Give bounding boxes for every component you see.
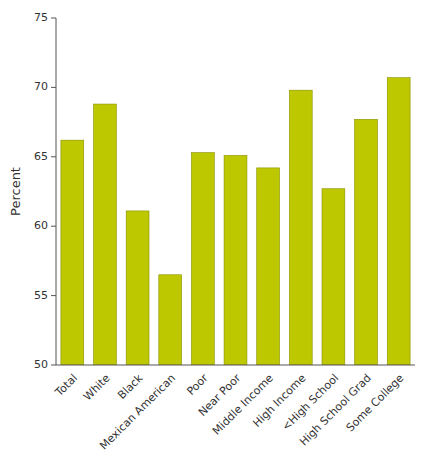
- y-tick: [51, 226, 56, 227]
- bar: [224, 155, 247, 365]
- chart-svg: 50 55 60 65 70 75 Percent TotalWhiteBlackMexica…: [0, 0, 429, 465]
- bars: [61, 78, 410, 365]
- bar: [387, 78, 410, 365]
- y-tick: [51, 18, 56, 19]
- chart-container: 50 55 60 65 70 75 Percent TotalWhiteBlackMexica…: [0, 0, 429, 465]
- y-tick: [51, 87, 56, 88]
- x-tick-label: Black: [115, 371, 146, 402]
- x-tick-label: White: [81, 371, 113, 403]
- y-tick-label: 75: [34, 11, 48, 24]
- bar: [355, 119, 378, 365]
- bar: [191, 153, 214, 365]
- x-tick-label: Some College: [344, 371, 407, 434]
- bar: [289, 90, 312, 365]
- bar: [322, 189, 345, 365]
- bar: [94, 104, 117, 365]
- y-axis: 50 55 60 65 70 75: [34, 11, 56, 371]
- y-tick: [51, 295, 56, 296]
- bar: [257, 168, 280, 365]
- x-tick-label: Poor: [184, 371, 211, 398]
- y-tick-label: 65: [34, 150, 48, 163]
- y-tick: [51, 365, 56, 366]
- bar: [126, 211, 149, 365]
- y-axis-label: Percent: [8, 167, 23, 216]
- y-tick: [51, 156, 56, 157]
- x-axis: TotalWhiteBlackMexican AmericanPoorNear …: [52, 365, 415, 452]
- x-tick-label: <High School: [279, 372, 341, 434]
- x-axis-line: [56, 365, 415, 366]
- y-tick-label: 60: [34, 219, 48, 232]
- x-tick-label: Total: [52, 372, 80, 400]
- y-tick-label: 50: [34, 358, 48, 371]
- x-tick-label: Mexican American: [97, 372, 178, 453]
- y-tick-label: 70: [34, 80, 48, 93]
- bar: [61, 140, 84, 365]
- y-axis-line: [56, 18, 57, 365]
- y-tick-label: 55: [34, 289, 48, 302]
- bar: [159, 275, 182, 365]
